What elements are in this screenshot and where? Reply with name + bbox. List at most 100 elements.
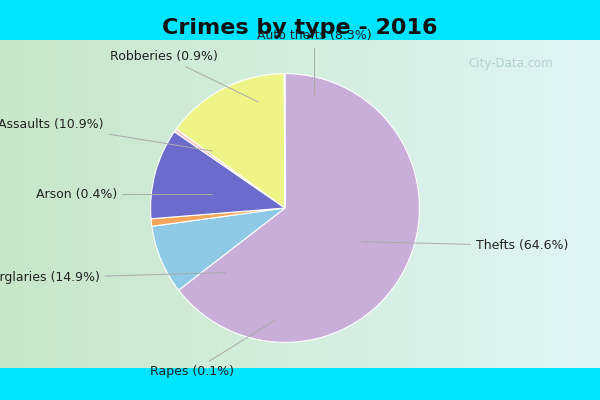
Bar <box>291 40 294 368</box>
Bar <box>513 40 516 368</box>
Bar <box>345 40 348 368</box>
Bar <box>558 40 561 368</box>
Bar <box>258 40 261 368</box>
Bar <box>42 40 45 368</box>
Bar <box>60 40 63 368</box>
Bar <box>516 40 519 368</box>
Bar <box>330 40 333 368</box>
Bar <box>234 40 237 368</box>
Bar <box>348 40 351 368</box>
Bar <box>459 40 462 368</box>
Bar <box>84 40 87 368</box>
Bar <box>591 40 594 368</box>
Bar <box>525 40 528 368</box>
Bar <box>426 40 429 368</box>
Bar <box>219 40 222 368</box>
Bar <box>144 40 147 368</box>
Bar <box>123 40 126 368</box>
Text: Thefts (64.6%): Thefts (64.6%) <box>362 239 568 252</box>
Bar <box>438 40 441 368</box>
Bar <box>369 40 372 368</box>
Bar <box>435 40 438 368</box>
Bar <box>162 40 165 368</box>
Bar <box>576 40 579 368</box>
Bar <box>153 40 156 368</box>
Wedge shape <box>175 129 285 208</box>
Bar <box>135 40 138 368</box>
Bar <box>228 40 231 368</box>
Bar <box>471 40 474 368</box>
Bar <box>570 40 573 368</box>
Bar <box>501 40 504 368</box>
Bar <box>477 40 480 368</box>
Bar <box>66 40 69 368</box>
Bar <box>462 40 465 368</box>
Bar <box>555 40 558 368</box>
Bar <box>264 40 267 368</box>
Wedge shape <box>151 132 285 219</box>
Bar <box>360 40 363 368</box>
Bar <box>342 40 345 368</box>
Text: Rapes (0.1%): Rapes (0.1%) <box>150 320 276 378</box>
Bar <box>207 40 210 368</box>
Text: Auto thefts (8.3%): Auto thefts (8.3%) <box>257 30 372 95</box>
Bar <box>447 40 450 368</box>
Bar <box>120 40 123 368</box>
Bar <box>177 40 180 368</box>
Bar <box>222 40 225 368</box>
Bar <box>429 40 432 368</box>
Bar <box>288 40 291 368</box>
Bar <box>354 40 357 368</box>
Bar <box>171 40 174 368</box>
Bar <box>366 40 369 368</box>
Bar <box>12 40 15 368</box>
Bar <box>312 40 315 368</box>
Bar <box>24 40 27 368</box>
Bar <box>381 40 384 368</box>
Bar <box>150 40 153 368</box>
Bar <box>567 40 570 368</box>
Bar <box>561 40 564 368</box>
Bar <box>216 40 219 368</box>
Bar <box>213 40 216 368</box>
Bar <box>306 40 309 368</box>
Bar <box>174 40 177 368</box>
Bar <box>114 40 117 368</box>
Bar <box>396 40 399 368</box>
Text: Burglaries (14.9%): Burglaries (14.9%) <box>0 271 226 284</box>
Bar <box>456 40 459 368</box>
Bar <box>432 40 435 368</box>
Bar <box>30 40 33 368</box>
Bar <box>69 40 72 368</box>
Bar <box>27 40 30 368</box>
Bar <box>543 40 546 368</box>
Bar <box>588 40 591 368</box>
Bar <box>21 40 24 368</box>
Bar <box>324 40 327 368</box>
Bar <box>540 40 543 368</box>
Bar <box>483 40 486 368</box>
Bar <box>582 40 585 368</box>
Bar <box>492 40 495 368</box>
Bar <box>402 40 405 368</box>
Bar <box>351 40 354 368</box>
Bar <box>93 40 96 368</box>
Bar <box>573 40 576 368</box>
Bar <box>276 40 279 368</box>
Bar <box>3 40 6 368</box>
Bar <box>579 40 582 368</box>
Bar <box>528 40 531 368</box>
Bar <box>450 40 453 368</box>
Bar <box>375 40 378 368</box>
Bar <box>441 40 444 368</box>
Bar <box>273 40 276 368</box>
Bar <box>408 40 411 368</box>
Bar <box>126 40 129 368</box>
Bar <box>480 40 483 368</box>
Bar <box>105 40 108 368</box>
Bar <box>411 40 414 368</box>
Bar <box>48 40 51 368</box>
Bar <box>0 40 3 368</box>
Bar <box>444 40 447 368</box>
Bar <box>417 40 420 368</box>
